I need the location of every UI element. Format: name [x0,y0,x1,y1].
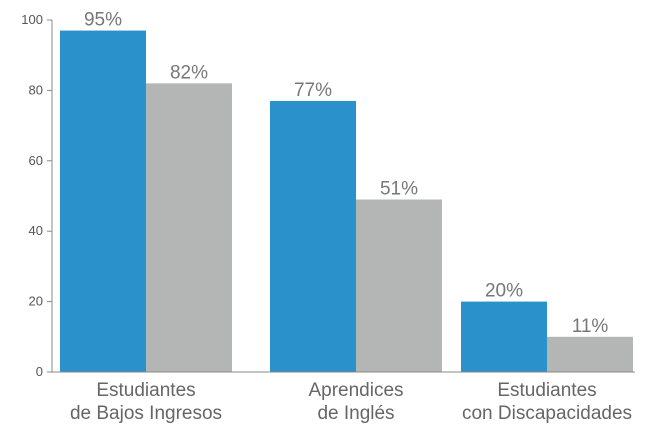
y-tick-label: 40 [29,223,43,238]
category-label: Estudiantes [497,380,596,401]
bar [146,83,232,373]
y-tick-label: 20 [29,294,43,309]
category-label: Estudiantes [96,380,195,401]
bar [356,199,442,372]
bar [461,301,547,372]
bar [270,100,356,373]
y-tick-label: 60 [29,153,43,168]
data-labels: 95% 82% 77% 51% 20% 11% [84,10,608,337]
y-tick-label: 0 [36,364,43,379]
bar [547,336,633,372]
y-tick-label: 100 [21,12,43,27]
data-label: 11% [572,316,609,337]
data-label: 20% [485,281,523,302]
y-tick-label: 80 [29,82,43,97]
bar [60,30,146,373]
data-label: 95% [84,10,122,31]
category-label: Aprendices [308,380,403,401]
bars [60,30,633,373]
data-label: 82% [170,62,208,83]
data-label: 77% [294,80,332,101]
category-label: con Discapacidades [462,403,632,424]
data-label: 51% [380,179,418,200]
y-axis: 0 20 40 60 80 100 [21,12,53,379]
category-label: de Inglés [317,403,394,424]
category-label: de Bajos Ingresos [70,403,222,424]
